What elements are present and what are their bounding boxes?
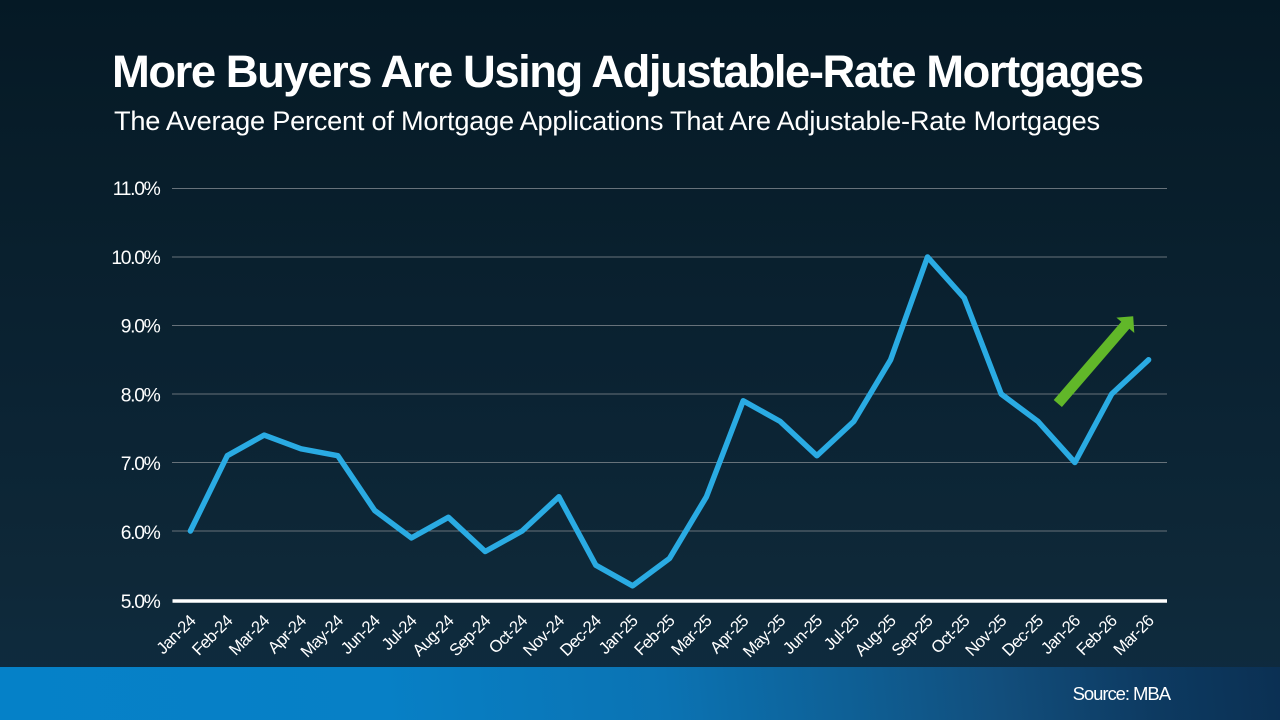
svg-text:Feb-25: Feb-25 [630, 611, 678, 659]
svg-text:Dec-25: Dec-25 [998, 611, 1047, 660]
svg-text:Aug-25: Aug-25 [851, 611, 900, 660]
svg-text:9.0%: 9.0% [121, 317, 161, 338]
svg-text:Nov-25: Nov-25 [962, 611, 1011, 660]
svg-text:7.0%: 7.0% [121, 454, 161, 475]
svg-text:8.0%: 8.0% [121, 385, 161, 406]
svg-text:6.0%: 6.0% [121, 523, 161, 544]
svg-text:Dec-24: Dec-24 [556, 611, 605, 660]
svg-text:Jun-24: Jun-24 [337, 611, 384, 658]
svg-text:May-24: May-24 [297, 611, 347, 661]
svg-text:May-25: May-25 [739, 611, 789, 661]
svg-text:Feb-26: Feb-26 [1073, 611, 1121, 659]
svg-text:Sep-24: Sep-24 [446, 611, 495, 660]
svg-text:Nov-24: Nov-24 [519, 611, 568, 660]
svg-text:Feb-24: Feb-24 [188, 611, 236, 659]
svg-text:11.0%: 11.0% [113, 179, 161, 200]
svg-text:5.0%: 5.0% [121, 592, 161, 613]
svg-text:Sep-25: Sep-25 [888, 611, 937, 660]
svg-text:Mar-25: Mar-25 [667, 611, 715, 659]
svg-text:Aug-24: Aug-24 [409, 611, 458, 660]
svg-text:10.0%: 10.0% [111, 248, 160, 269]
svg-text:Mar-26: Mar-26 [1110, 611, 1158, 659]
svg-text:Jun-25: Jun-25 [779, 611, 826, 658]
svg-text:Mar-24: Mar-24 [225, 611, 273, 659]
